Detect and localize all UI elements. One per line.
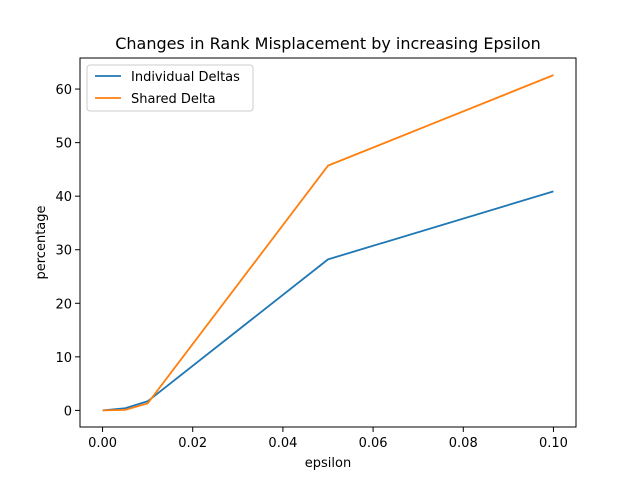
y-tick-label: 20 (55, 297, 72, 312)
x-axis-label: epsilon (305, 456, 351, 471)
series-line-individual-deltas (102, 190, 554, 412)
series-line-shared-delta (102, 74, 554, 412)
legend-box (86, 64, 254, 112)
x-tick-label: 0.04 (268, 436, 297, 451)
plot-area-frame (79, 57, 577, 428)
legend-label: Individual Deltas (131, 70, 240, 85)
y-tick-label: 10 (55, 351, 72, 366)
legend-label: Shared Delta (131, 92, 216, 107)
legend: Individual Deltas Shared Delta (86, 64, 254, 112)
y-tick-label: 0 (64, 404, 72, 419)
y-tick-label: 30 (55, 244, 72, 259)
x-tick-label: 0.00 (88, 436, 117, 451)
y-tick-label: 40 (55, 190, 72, 205)
y-axis-label: percentage (34, 205, 49, 279)
x-tick-label: 0.02 (178, 436, 207, 451)
y-tick-label: 50 (55, 137, 72, 152)
x-tick-label: 0.10 (539, 436, 568, 451)
y-tick-label: 60 (55, 83, 72, 98)
chart-title: Changes in Rank Misplacement by increasi… (115, 34, 541, 53)
x-tick-label: 0.06 (359, 436, 388, 451)
x-tick-label: 0.08 (449, 436, 478, 451)
